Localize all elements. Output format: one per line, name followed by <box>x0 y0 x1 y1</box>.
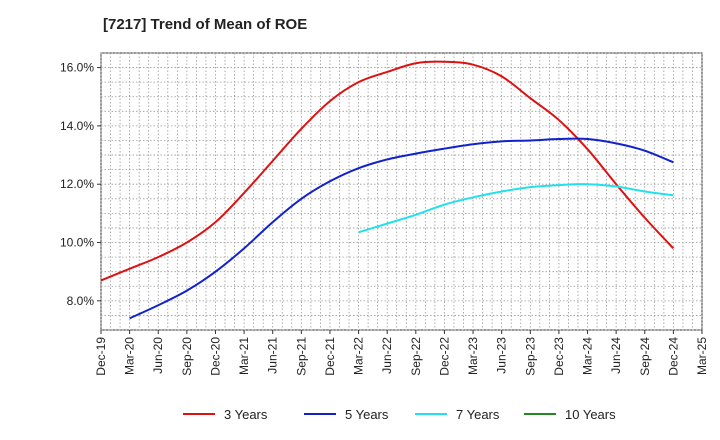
x-tick-label: Dec-24 <box>666 337 680 376</box>
y-tick-label: 8.0% <box>67 294 95 308</box>
x-tick-label: Sep-22 <box>409 337 423 376</box>
x-tick-label: Mar-21 <box>237 337 251 375</box>
x-tick-label: Jun-22 <box>380 337 394 374</box>
x-tick-label: Sep-20 <box>180 337 194 376</box>
legend-label-5-years: 5 Years <box>345 407 389 422</box>
x-tick-label: Jun-24 <box>609 337 623 374</box>
x-tick-label: Mar-22 <box>352 337 366 375</box>
x-tick-label: Mar-25 <box>695 337 709 375</box>
plot-area <box>100 52 703 331</box>
chart-title: [7217] Trend of Mean of ROE <box>103 16 307 33</box>
x-tick-label: Jun-21 <box>266 337 280 374</box>
series-line-3-years <box>100 60 675 282</box>
x-tick-label: Dec-21 <box>323 337 337 376</box>
plot-frame <box>100 52 703 331</box>
series-line-7-years <box>358 183 674 234</box>
x-tick-label: Sep-21 <box>294 337 308 376</box>
y-axis-ticks: 8.0% 10.0% 12.0% 14.0% 16.0% <box>60 61 101 308</box>
x-tick-label: Sep-24 <box>638 337 652 376</box>
x-tick-label: Dec-19 <box>94 337 108 376</box>
legend-label-3-years: 3 Years <box>224 407 268 422</box>
x-tick-label: Dec-20 <box>208 337 222 376</box>
x-tick-label: Dec-23 <box>552 337 566 376</box>
x-tick-label: Mar-23 <box>466 337 480 375</box>
legend: 3 Years 5 Years 7 Years 10 Years <box>183 407 616 422</box>
grid-lines <box>100 52 703 331</box>
series-lines <box>100 60 675 320</box>
y-tick-label: 14.0% <box>60 119 94 133</box>
x-tick-label: Mar-20 <box>123 337 137 375</box>
x-tick-label: Mar-24 <box>581 337 595 375</box>
x-tick-label: Jun-23 <box>495 337 509 374</box>
x-tick-label: Sep-23 <box>523 337 537 376</box>
y-tick-label: 12.0% <box>60 177 94 191</box>
x-tick-label: Dec-22 <box>437 337 451 376</box>
x-tick-label: Jun-20 <box>151 337 165 374</box>
legend-label-10-years: 10 Years <box>565 407 616 422</box>
y-tick-label: 10.0% <box>60 236 94 250</box>
y-tick-label: 16.0% <box>60 61 94 75</box>
legend-label-7-years: 7 Years <box>456 407 500 422</box>
x-axis-ticks: Dec-19 Mar-20 Jun-20 Sep-20 Dec-20 Mar-21 Jun-… <box>94 330 709 376</box>
series-line-5-years <box>129 137 674 320</box>
